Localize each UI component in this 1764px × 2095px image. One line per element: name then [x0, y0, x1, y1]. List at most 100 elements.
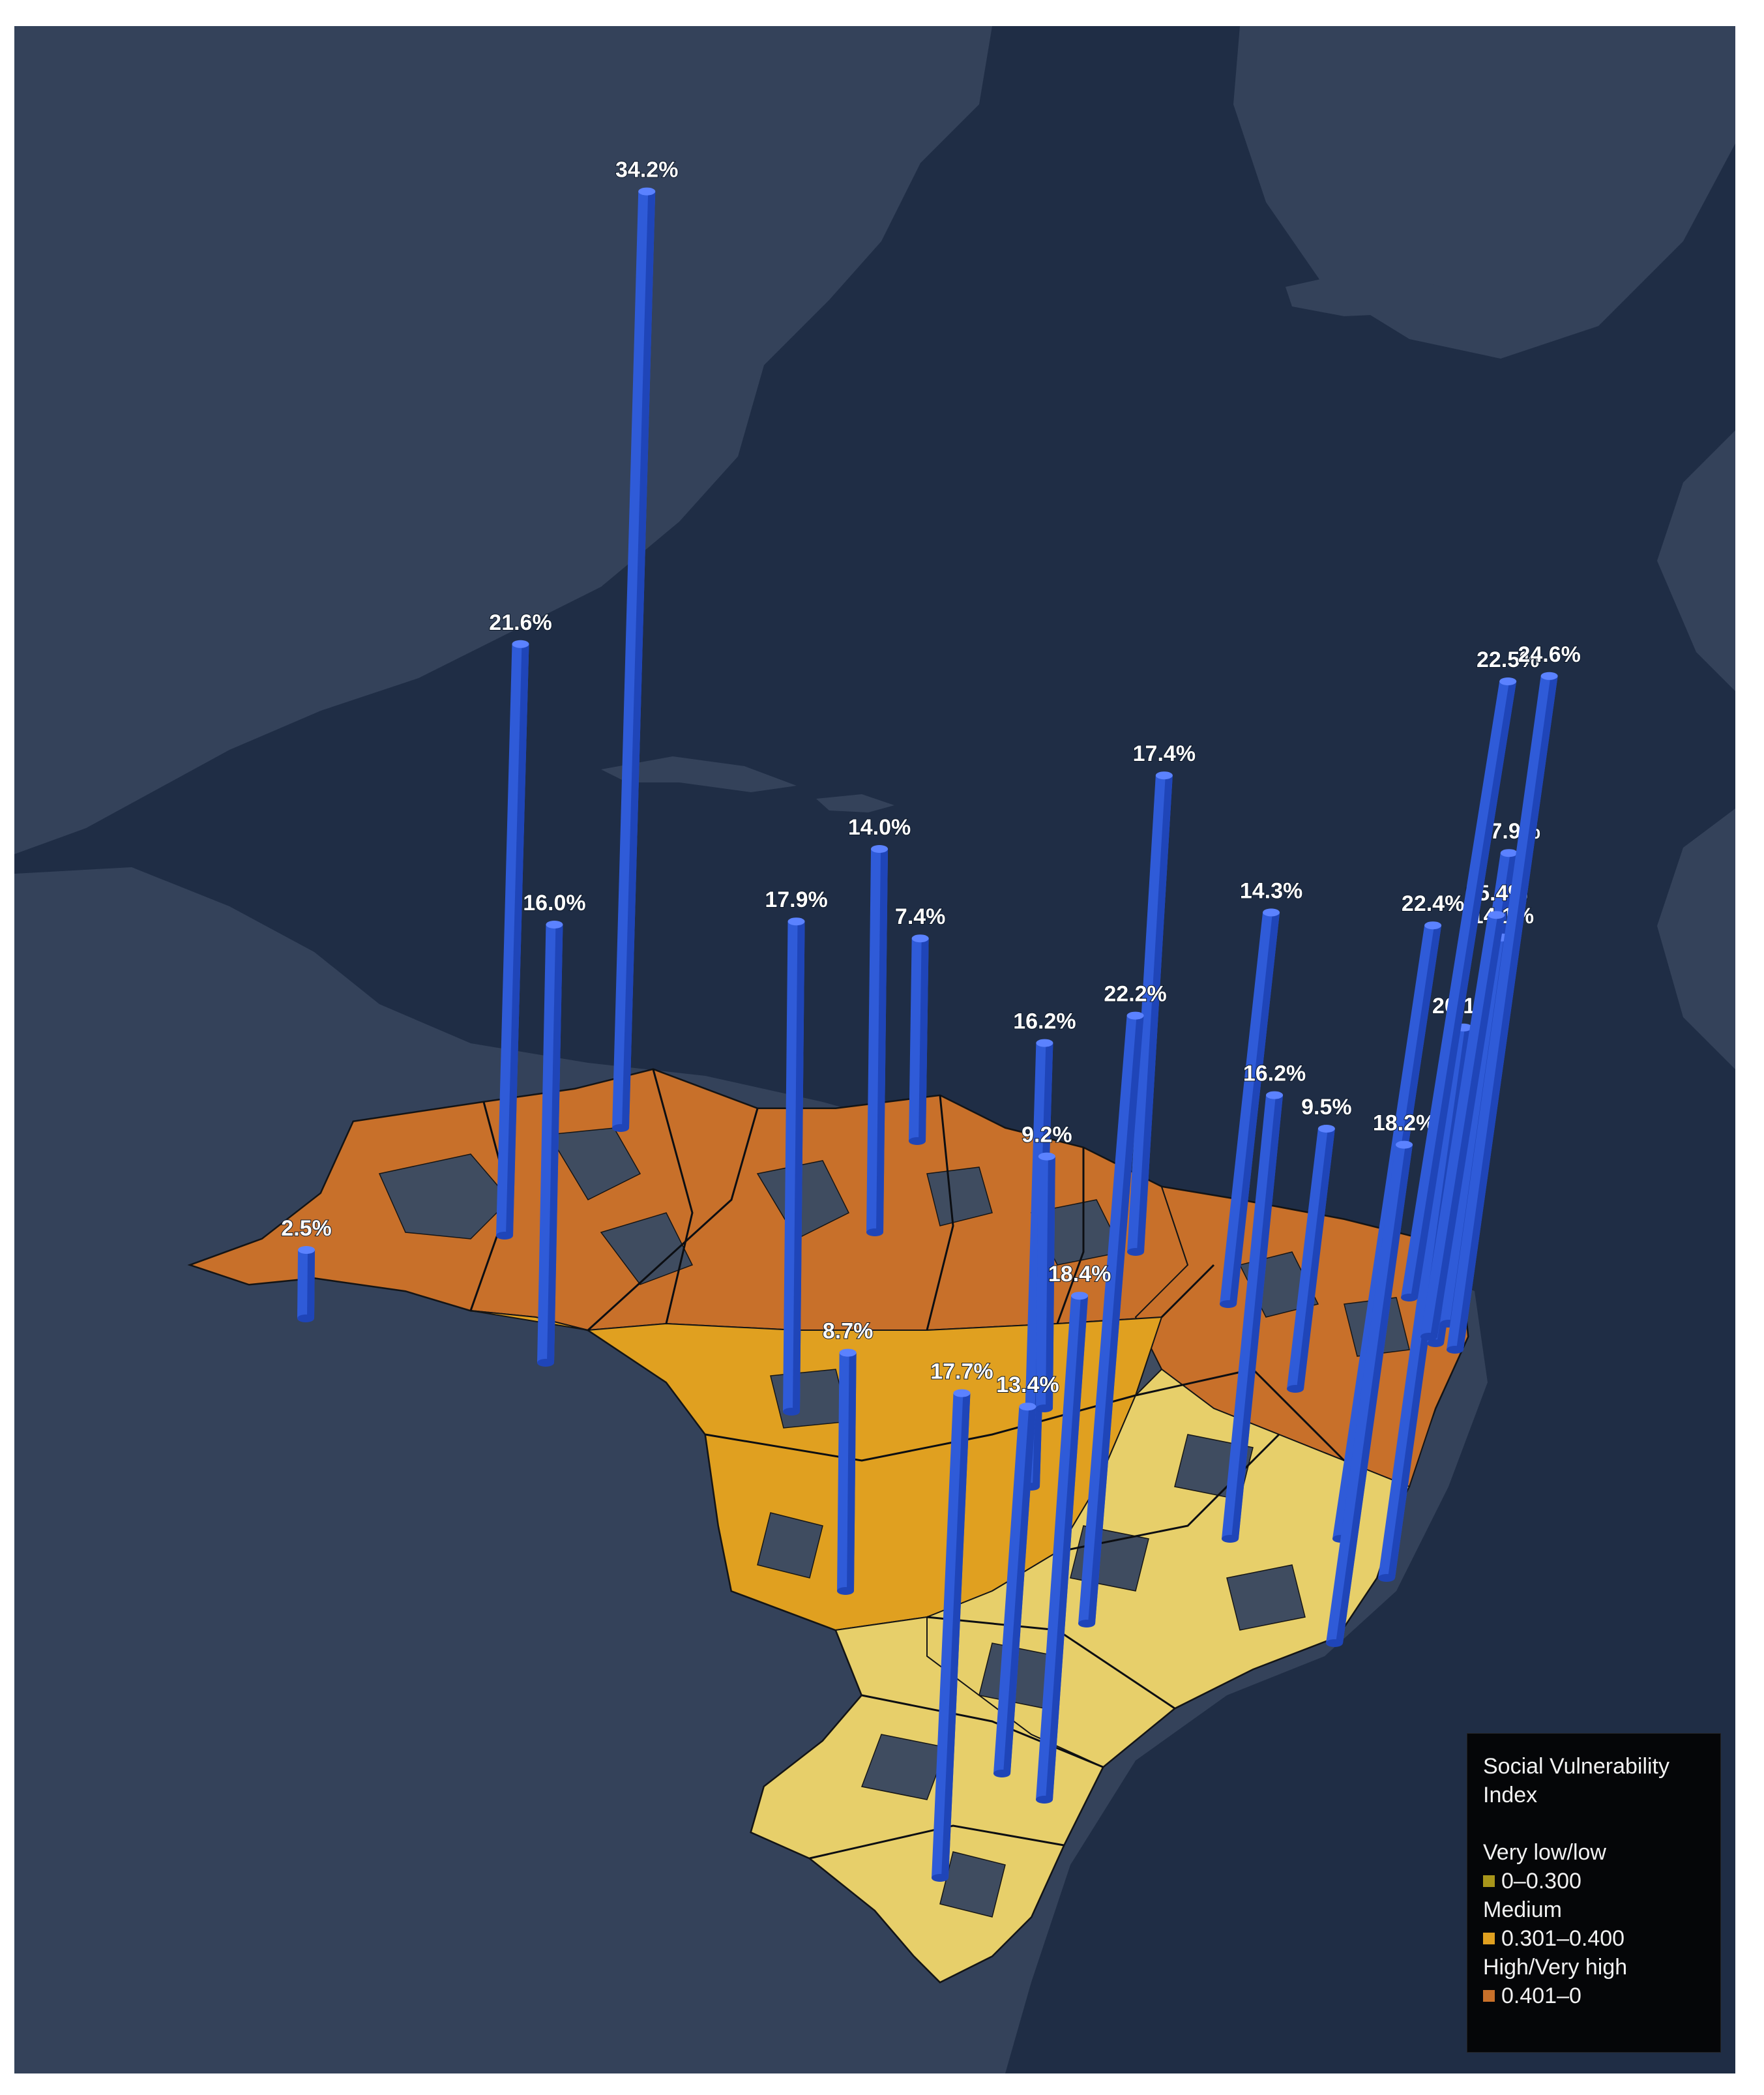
legend-range-text: 0.401–0 [1501, 1984, 1581, 2008]
bar-top [1500, 849, 1518, 857]
bar-shade [1046, 1156, 1055, 1408]
bar-column[interactable]: 21.6% [488, 610, 553, 1240]
bar-shade [1297, 1129, 1335, 1389]
bar-value-label: 17.4% [1133, 741, 1196, 766]
bar-base [909, 1137, 926, 1145]
legend-category-name: Very low/low [1483, 1840, 1606, 1865]
bar-top [1317, 1125, 1335, 1133]
bar-value-label: 22.5% [1477, 647, 1539, 672]
bar-column[interactable]: 22.2% [1078, 981, 1168, 1627]
legend-category-medium: Medium 0.301–0.400 [1483, 1895, 1706, 1953]
bar-top [546, 921, 563, 929]
bar-shade [876, 849, 889, 1232]
bar-shade [1336, 1144, 1413, 1643]
bar-top [298, 1246, 316, 1254]
bar-column[interactable]: 17.9% [764, 887, 829, 1416]
bar-value-label: 34.2% [615, 158, 678, 183]
bar-base [1222, 1535, 1239, 1543]
bar-value-label: 22.4% [1402, 891, 1464, 916]
bar-value-label: 16.0% [523, 891, 585, 915]
map-frame[interactable]: 34.2% 21.6% 16.0% 2.5% 17.9% 14.0% 7.4% 8.7% 16.… [14, 26, 1735, 2073]
bar-shade [919, 938, 929, 1141]
bar-column[interactable]: 9.2% [1021, 1122, 1073, 1412]
bar-value-label: 7.4% [895, 904, 946, 929]
bar-shade [1456, 676, 1558, 1350]
bar-column[interactable]: 34.2% [612, 157, 679, 1132]
bar-column[interactable]: 16.2% [1222, 1061, 1306, 1543]
legend-range-row: 0.401–0 [1483, 1982, 1706, 2010]
map-canvas[interactable]: 34.2% 21.6% 16.0% 2.5% 17.9% 14.0% 7.4% 8.7% 16.… [14, 26, 1735, 2073]
bar-base [537, 1359, 554, 1367]
bar-top [1126, 1011, 1144, 1020]
bar-base [1427, 1339, 1444, 1347]
bar-base [783, 1408, 800, 1416]
bar-top [1155, 771, 1173, 780]
bar-column[interactable]: 14.0% [847, 814, 911, 1236]
bar-shade [1088, 1015, 1144, 1624]
bar-top [1266, 1091, 1284, 1099]
bar-base [496, 1232, 513, 1240]
bar-value-label: 14.3% [1240, 878, 1302, 903]
bar-shade [506, 644, 529, 1236]
bar-column[interactable]: 24.6% [1447, 642, 1581, 1354]
legend-swatch-medium [1483, 1933, 1495, 1944]
bar-base [612, 1124, 629, 1132]
legend-category-name: Medium [1483, 1897, 1562, 1922]
bar-top [512, 640, 529, 648]
bar-top [1424, 921, 1442, 930]
bar-value-label: 22.2% [1104, 982, 1166, 1007]
bar-top [1396, 1140, 1413, 1149]
bar-column[interactable]: 14.3% [1220, 878, 1303, 1308]
bar-value-label: 16.2% [1243, 1062, 1306, 1086]
bar-shade [1231, 1095, 1284, 1539]
bar-base [1420, 1333, 1437, 1341]
bar-shade [547, 925, 563, 1363]
legend-range-row: 0–0.300 [1483, 1867, 1706, 1895]
bar-shade [1003, 1406, 1036, 1774]
bar-value-label: 18.4% [1048, 1262, 1111, 1286]
bar-column[interactable]: 13.4% [993, 1372, 1060, 1777]
caribbean-islands-2 [816, 794, 894, 812]
bar-column[interactable]: 8.7% [822, 1318, 874, 1595]
bar-top [1038, 1152, 1055, 1161]
bar-value-label: 17.9% [765, 887, 827, 912]
bar-column[interactable]: 2.5% [280, 1215, 332, 1322]
bar-value-label: 16.2% [1013, 1009, 1076, 1034]
bar-column[interactable]: 16.0% [522, 890, 587, 1367]
bar-shade [1046, 1296, 1089, 1800]
bar-column[interactable]: 17.4% [1127, 741, 1196, 1256]
bar-value-label: 17.7% [930, 1360, 993, 1384]
bar-base [1220, 1300, 1237, 1308]
legend-range-text: 0.301–0.400 [1501, 1926, 1625, 1951]
bar-value-label: 24.6% [1518, 642, 1580, 667]
bar-top [1488, 911, 1505, 919]
legend-swatch-very-low [1483, 1875, 1495, 1887]
bar-top [1263, 908, 1280, 917]
bar-top [1540, 672, 1558, 680]
bar-top [1071, 1292, 1089, 1300]
bar-column[interactable]: 7.4% [894, 904, 946, 1145]
bar-column[interactable]: 18.2% [1326, 1110, 1436, 1647]
bar-column[interactable]: 22.5% [1401, 647, 1540, 1301]
bar-base [1287, 1385, 1304, 1393]
bar-base [1401, 1294, 1418, 1301]
bar-column[interactable]: 17.7% [930, 1359, 994, 1882]
bar-top [1019, 1403, 1036, 1411]
bar-value-label: 2.5% [281, 1216, 332, 1241]
bar-value-label: 18.2% [1373, 1111, 1435, 1136]
bar-top [839, 1348, 857, 1357]
bar-shade [941, 1393, 971, 1878]
legend-title: Social Vulnerability Index [1483, 1754, 1669, 1807]
bar-value-label: 21.6% [489, 610, 551, 635]
bar-top [1036, 1039, 1053, 1047]
bar-base [297, 1315, 314, 1322]
europe-land [1657, 430, 1735, 691]
legend-range-text: 0–0.300 [1501, 1869, 1581, 1894]
bar-base [993, 1770, 1010, 1777]
bar-base [1036, 1796, 1053, 1804]
bar-base [1447, 1346, 1463, 1354]
north-america-land [14, 26, 992, 854]
bar-shade [1411, 681, 1517, 1298]
bar-column[interactable]: 18.4% [1036, 1261, 1111, 1804]
bar-column[interactable]: 9.5% [1287, 1094, 1353, 1393]
